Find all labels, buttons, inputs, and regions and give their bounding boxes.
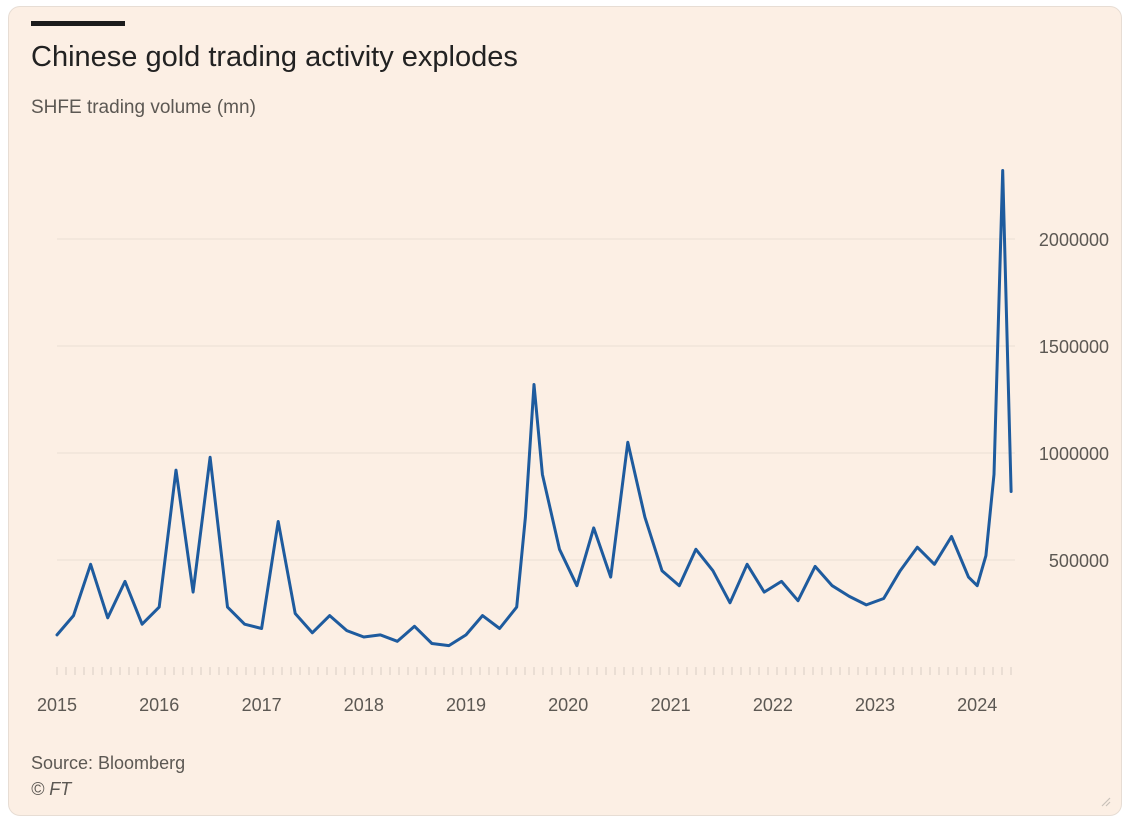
x-tick-label: 2024: [957, 695, 997, 715]
x-tick-label: 2021: [651, 695, 691, 715]
series-layer: [55, 169, 1013, 648]
x-tick-label: 2017: [242, 695, 282, 715]
resize-grip-icon[interactable]: [1099, 795, 1111, 807]
x-tick-label: 2022: [753, 695, 793, 715]
chart-title: Chinese gold trading activity explodes: [31, 41, 518, 73]
x-tick-label: 2015: [37, 695, 77, 715]
title-rule: [31, 21, 125, 26]
grid-lines: [57, 238, 1015, 561]
y-tick-label: 500000: [1049, 551, 1109, 571]
y-axis-labels: 500000 1000000 1500000 2000000: [1039, 230, 1109, 571]
y-tick-label: 1500000: [1039, 337, 1109, 357]
y-tick-label: 2000000: [1039, 230, 1109, 250]
x-tick-label: 2019: [446, 695, 486, 715]
y-tick-label: 1000000: [1039, 444, 1109, 464]
x-tick-label: 2023: [855, 695, 895, 715]
x-tick-label: 2018: [344, 695, 384, 715]
x-axis-labels: 2015 2016 2017 2018 2019 2020 2021 2022 2023 2024: [37, 695, 997, 715]
minor-ticks: [56, 667, 1012, 675]
chart-card: Chinese gold trading activity explodes S…: [8, 6, 1122, 816]
chart-subtitle: SHFE trading volume (mn): [31, 97, 256, 118]
source-note: Source: Bloomberg: [31, 753, 186, 773]
x-tick-label: 2016: [139, 695, 179, 715]
chart-svg: 500000 1000000 1500000 2000000 2015 2016 2017…: [37, 169, 1109, 715]
series-line: [55, 169, 1013, 648]
copyright-note: © FT: [31, 779, 72, 799]
x-tick-label: 2020: [548, 695, 588, 715]
